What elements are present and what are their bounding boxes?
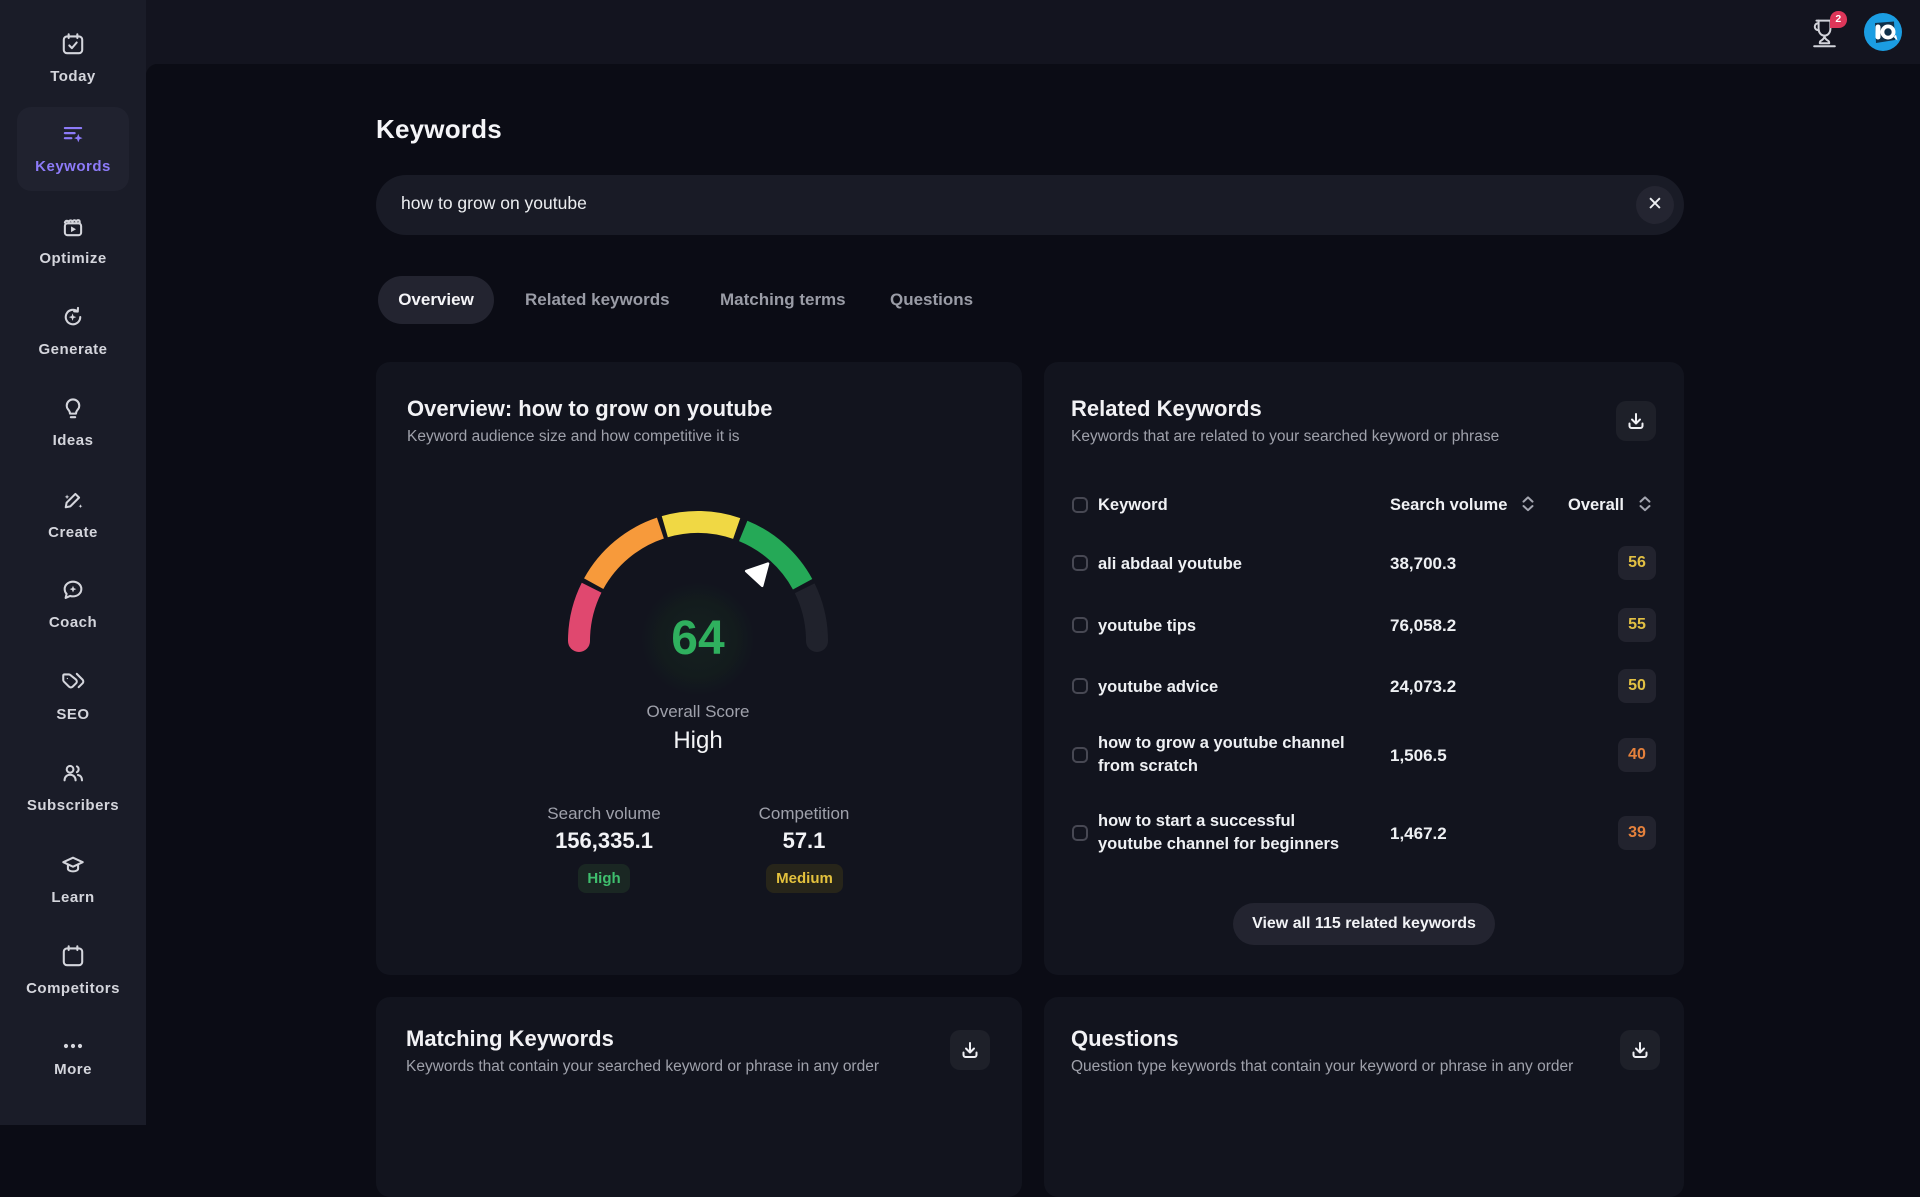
svg-text:64: 64 — [671, 612, 725, 665]
